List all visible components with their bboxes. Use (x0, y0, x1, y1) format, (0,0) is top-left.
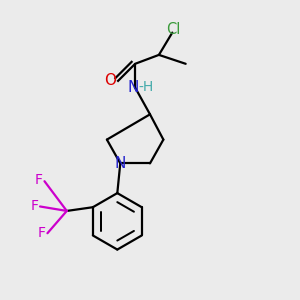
Text: N: N (128, 80, 139, 95)
Text: F: F (31, 200, 39, 214)
Text: N: N (115, 156, 126, 171)
Text: F: F (38, 226, 46, 240)
Text: O: O (104, 73, 116, 88)
Text: Cl: Cl (166, 22, 180, 37)
Text: F: F (34, 173, 43, 187)
Text: -H: -H (139, 80, 154, 94)
